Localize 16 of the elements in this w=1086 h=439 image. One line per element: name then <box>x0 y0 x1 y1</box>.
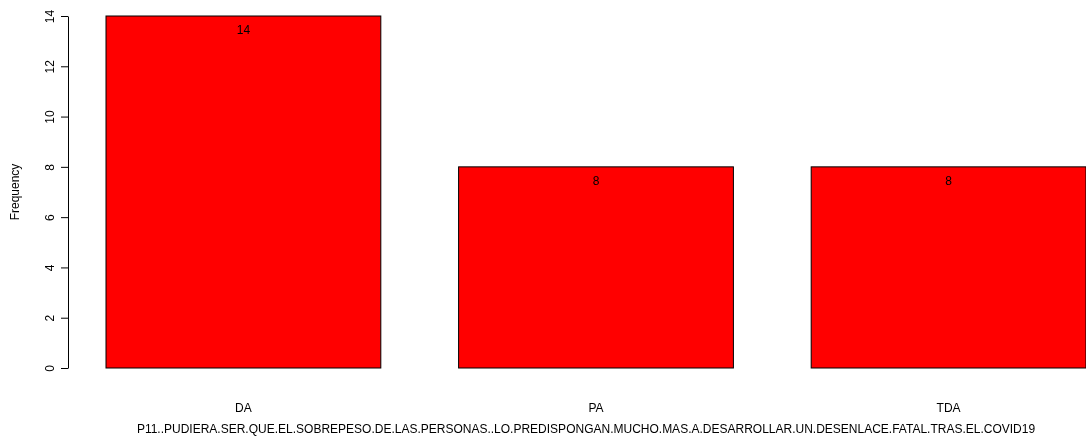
y-tick-label: 4 <box>43 264 57 272</box>
y-tick-label: 10 <box>43 110 57 124</box>
y-tick-label: 0 <box>43 364 57 372</box>
y-tick-label: 2 <box>43 314 57 322</box>
x-axis-title: P11..PUDIERA.SER.QUE.EL.SOBREPESO.DE.LAS.PERSONAS..LO.PREDISPONGAN.MUCHO.MAS.A.DESARROLLAR.UN.DESENLACE.FATAL.TRAS.EL.COVID19 <box>136 422 1036 436</box>
x-tick-label: DA <box>235 401 252 415</box>
y-tick-label: 8 <box>43 163 57 171</box>
y-axis-title: Frequency <box>8 163 22 221</box>
data-label: 8 <box>945 173 953 188</box>
data-label: 8 <box>592 173 600 188</box>
data-label: 14 <box>236 23 251 37</box>
x-tick-label: TDA <box>936 401 961 415</box>
y-tick-label: 14 <box>43 9 57 24</box>
y-tick-label: 6 <box>43 213 57 221</box>
x-tick-label: PA <box>588 401 604 415</box>
y-tick-label: 12 <box>43 59 57 74</box>
